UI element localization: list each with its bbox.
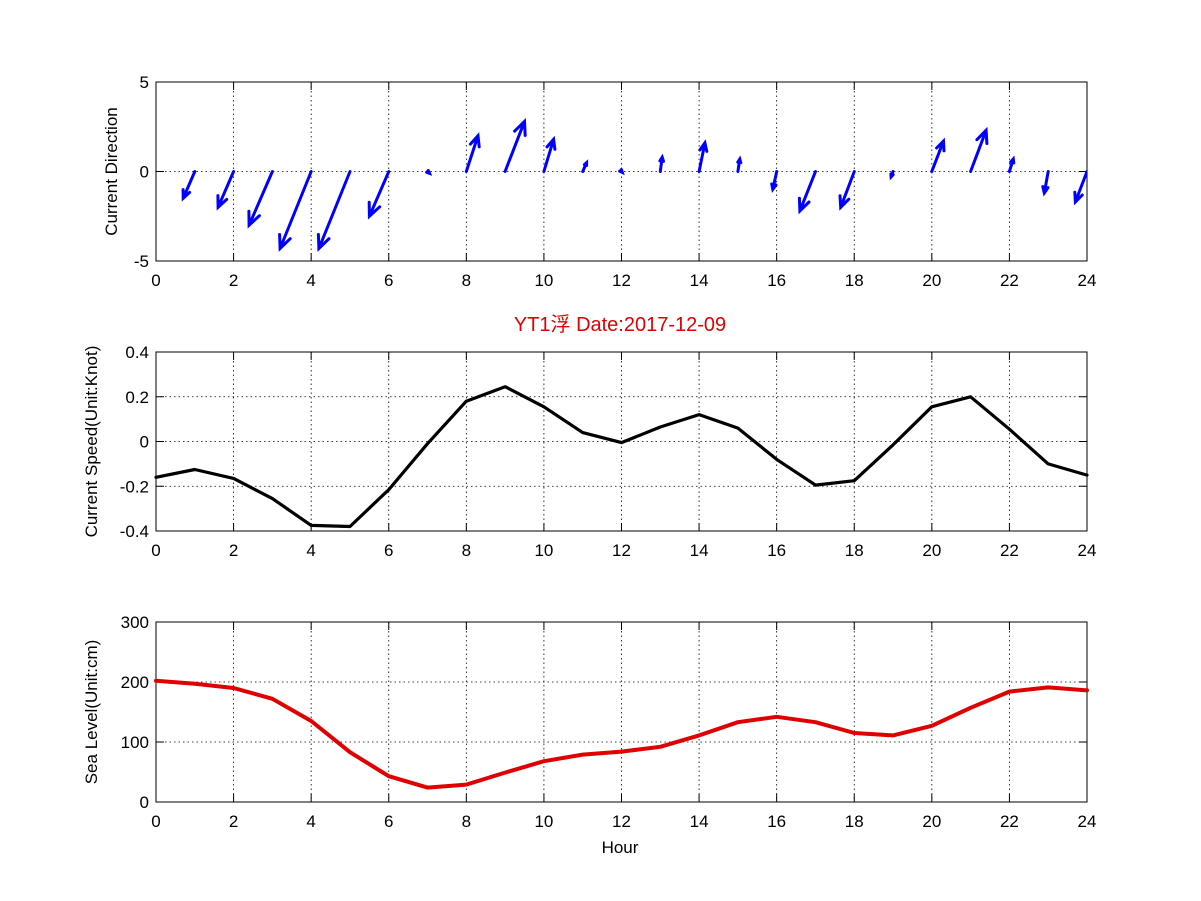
x-tick-label: 24 bbox=[1078, 541, 1097, 560]
y-axis-label: Current Speed(Unit:Knot) bbox=[82, 346, 101, 538]
current-arrow bbox=[618, 168, 625, 176]
x-tick-label: 16 bbox=[767, 271, 786, 290]
x-tick-label: 4 bbox=[306, 271, 315, 290]
x-tick-label: 4 bbox=[306, 541, 315, 560]
x-tick-label: 0 bbox=[151, 541, 160, 560]
x-tick-label: 10 bbox=[534, 271, 553, 290]
x-tick-label: 18 bbox=[845, 271, 864, 290]
chart-title: YT1浮 Date:2017-12-09 bbox=[514, 313, 726, 336]
current-arrow bbox=[542, 135, 557, 173]
current-arrow bbox=[216, 170, 236, 211]
x-tick-label: 12 bbox=[612, 271, 631, 290]
current-arrow bbox=[797, 170, 817, 215]
current-arrow bbox=[181, 170, 197, 202]
current-arrow bbox=[736, 155, 743, 173]
y-tick-label: 200 bbox=[121, 673, 149, 692]
speed-panel: 0 2 4 6 8 10 12 14 16 18 20 22 240.40.20-0.2-0.4Curr… bbox=[82, 343, 1096, 560]
current-arrow bbox=[930, 137, 946, 173]
y-axis-label: Current Direction bbox=[102, 107, 121, 236]
x-tick-label: 22 bbox=[1000, 541, 1019, 560]
y-tick-label: 5 bbox=[140, 73, 149, 92]
x-tick-label: 8 bbox=[462, 812, 471, 831]
y-tick-label: 0 bbox=[140, 163, 149, 182]
x-tick-label: 22 bbox=[1000, 271, 1019, 290]
current-arrow bbox=[464, 132, 481, 173]
y-tick-label: 300 bbox=[121, 613, 149, 632]
x-tick-label: 8 bbox=[462, 271, 471, 290]
current-arrow bbox=[1073, 170, 1087, 206]
current-arrow bbox=[503, 117, 527, 173]
x-tick-label: 16 bbox=[767, 541, 786, 560]
y-tick-label: 0 bbox=[140, 433, 149, 452]
x-tick-label: 6 bbox=[384, 812, 393, 831]
current-arrow bbox=[838, 170, 856, 211]
current-arrow bbox=[316, 170, 352, 252]
x-tick-label: 16 bbox=[767, 812, 786, 831]
y-tick-label: -0.2 bbox=[120, 477, 149, 496]
x-tick-label: 18 bbox=[845, 812, 864, 831]
current-arrow bbox=[425, 169, 433, 176]
current-arrow bbox=[658, 153, 665, 173]
current-arrow bbox=[889, 170, 895, 181]
x-tick-label: 14 bbox=[690, 271, 709, 290]
x-tick-label: 12 bbox=[612, 812, 631, 831]
x-tick-label: 20 bbox=[922, 812, 941, 831]
y-tick-label: -5 bbox=[134, 252, 149, 271]
x-tick-label: 8 bbox=[462, 541, 471, 560]
x-tick-label: 2 bbox=[229, 271, 238, 290]
current-arrow bbox=[770, 170, 779, 194]
x-tick-label: 0 bbox=[151, 271, 160, 290]
x-tick-label: 14 bbox=[690, 541, 709, 560]
x-tick-label: 24 bbox=[1078, 271, 1097, 290]
x-tick-label: 2 bbox=[229, 541, 238, 560]
x-tick-label: 6 bbox=[384, 541, 393, 560]
x-tick-label: 12 bbox=[612, 541, 631, 560]
current-arrow bbox=[969, 126, 989, 173]
x-tick-label: 4 bbox=[306, 812, 315, 831]
x-axis-label: Hour bbox=[602, 838, 639, 857]
x-tick-label: 2 bbox=[229, 812, 238, 831]
y-tick-label: 0 bbox=[140, 793, 149, 812]
x-tick-label: 20 bbox=[922, 541, 941, 560]
y-tick-label: 0.2 bbox=[125, 388, 149, 407]
x-tick-label: 20 bbox=[922, 271, 941, 290]
arrow-layer bbox=[181, 117, 1087, 252]
y-tick-label: 100 bbox=[121, 733, 149, 752]
y-axis-label: Sea Level(Unit:cm) bbox=[82, 640, 101, 785]
current-arrow bbox=[1007, 155, 1016, 173]
x-tick-label: 10 bbox=[534, 812, 553, 831]
x-tick-label: 24 bbox=[1078, 812, 1097, 831]
current-arrow bbox=[278, 170, 313, 252]
x-tick-label: 22 bbox=[1000, 812, 1019, 831]
current-arrow bbox=[247, 170, 274, 229]
x-tick-label: 0 bbox=[151, 812, 160, 831]
x-tick-label: 18 bbox=[845, 541, 864, 560]
y-tick-label: -0.4 bbox=[120, 522, 149, 541]
x-tick-label: 10 bbox=[534, 541, 553, 560]
x-tick-label: 6 bbox=[384, 271, 393, 290]
x-tick-label: 14 bbox=[690, 812, 709, 831]
current-arrow bbox=[367, 170, 391, 220]
current-arrow bbox=[581, 159, 589, 173]
y-tick-label: 0.4 bbox=[125, 343, 149, 362]
current-arrow bbox=[1041, 170, 1050, 197]
current-arrow bbox=[697, 139, 709, 173]
